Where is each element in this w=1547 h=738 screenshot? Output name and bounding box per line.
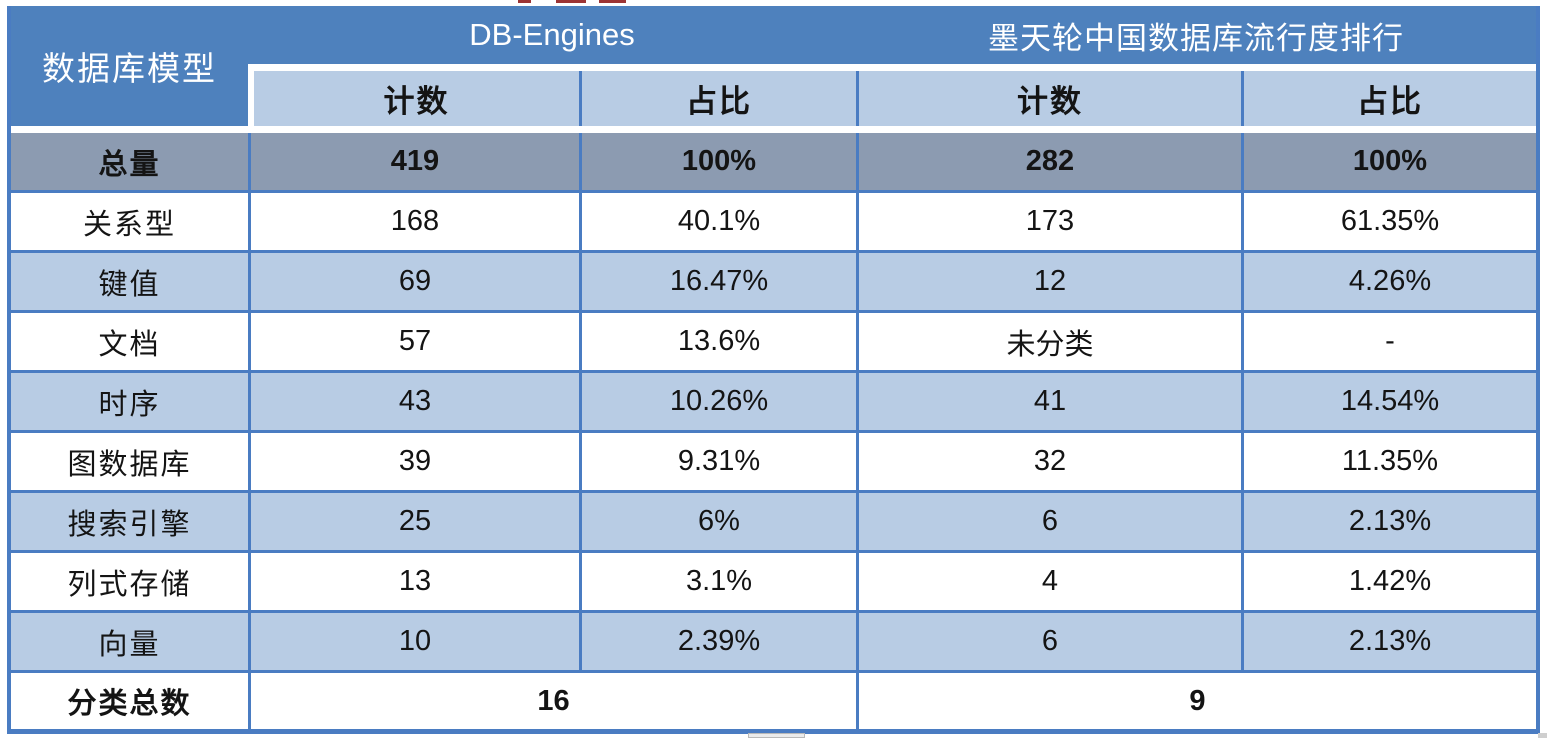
motianlun-share: - bbox=[1241, 313, 1536, 370]
motianlun-share: 11.35% bbox=[1241, 433, 1536, 490]
db-engines-count: 57 bbox=[248, 313, 579, 370]
group-header-db-engines-label: DB-Engines bbox=[469, 17, 635, 52]
motianlun-count: 6 bbox=[856, 493, 1241, 550]
motianlun-count: 32 bbox=[856, 433, 1241, 490]
db-engines-share: 6% bbox=[579, 493, 856, 550]
db-engines-share: 100% bbox=[579, 133, 856, 190]
table-row: 关系型 168 40.1% 173 61.35% bbox=[11, 193, 1536, 253]
header-separator bbox=[248, 64, 1536, 71]
db-engines-count: 43 bbox=[248, 373, 579, 430]
cropped-text-remnant bbox=[556, 0, 586, 3]
subheader-mt-count: 计数 bbox=[856, 71, 1241, 126]
motianlun-share: 4.26% bbox=[1241, 253, 1536, 310]
db-engines-count: 419 bbox=[248, 133, 579, 190]
motianlun-share: 61.35% bbox=[1241, 193, 1536, 250]
table-row: 文档 57 13.6% 未分类 - bbox=[11, 313, 1536, 373]
table-row: 图数据库 39 9.31% 32 11.35% bbox=[11, 433, 1536, 493]
db-engines-share: 2.39% bbox=[579, 613, 856, 670]
group-header-db-engines: DB-Engines bbox=[248, 6, 856, 64]
subheader-db-count: 计数 bbox=[254, 71, 579, 126]
row-label: 总量 bbox=[11, 133, 248, 190]
db-engines-share: 9.31% bbox=[579, 433, 856, 490]
db-engines-share: 13.6% bbox=[579, 313, 856, 370]
table-row-category-total: 分类总数 16 9 bbox=[11, 673, 1536, 729]
subheader-row: 计数 占比 计数 占比 bbox=[248, 71, 1536, 126]
db-engines-category-total: 16 bbox=[248, 673, 856, 729]
motianlun-share: 2.13% bbox=[1241, 613, 1536, 670]
cropped-cell-remnant bbox=[748, 733, 805, 738]
row-label: 关系型 bbox=[11, 193, 248, 250]
row-label: 搜索引擎 bbox=[11, 493, 248, 550]
group-header-motianlun: 墨天轮中国数据库流行度排行 bbox=[856, 6, 1536, 64]
db-engines-share: 40.1% bbox=[579, 193, 856, 250]
subheader-db-share: 占比 bbox=[579, 71, 856, 126]
row-label: 键值 bbox=[11, 253, 248, 310]
cropped-text-remnant bbox=[518, 0, 531, 3]
db-engines-share: 3.1% bbox=[579, 553, 856, 610]
table-row: 搜索引擎 25 6% 6 2.13% bbox=[11, 493, 1536, 553]
db-engines-share: 10.26% bbox=[579, 373, 856, 430]
subheader-mt-share: 占比 bbox=[1241, 71, 1536, 126]
table-row: 键值 69 16.47% 12 4.26% bbox=[11, 253, 1536, 313]
motianlun-count: 12 bbox=[856, 253, 1241, 310]
table-row: 向量 10 2.39% 6 2.13% bbox=[11, 613, 1536, 673]
motianlun-share: 100% bbox=[1241, 133, 1536, 190]
table-row: 列式存储 13 3.1% 4 1.42% bbox=[11, 553, 1536, 613]
row-label: 图数据库 bbox=[11, 433, 248, 490]
cropped-text-remnant bbox=[599, 0, 626, 3]
corner-header-label: 数据库模型 bbox=[42, 50, 217, 87]
db-engines-count: 39 bbox=[248, 433, 579, 490]
corner-header-cell: 数据库模型 bbox=[11, 6, 248, 126]
motianlun-count: 173 bbox=[856, 193, 1241, 250]
group-header-motianlun-label: 墨天轮中国数据库流行度排行 bbox=[988, 20, 1404, 56]
motianlun-share: 2.13% bbox=[1241, 493, 1536, 550]
motianlun-count: 6 bbox=[856, 613, 1241, 670]
row-label: 向量 bbox=[11, 613, 248, 670]
motianlun-count: 4 bbox=[856, 553, 1241, 610]
table-row-total: 总量 419 100% 282 100% bbox=[11, 133, 1536, 193]
table-row: 时序 43 10.26% 41 14.54% bbox=[11, 373, 1536, 433]
row-label: 文档 bbox=[11, 313, 248, 370]
row-label: 分类总数 bbox=[11, 673, 248, 729]
motianlun-count: 41 bbox=[856, 373, 1241, 430]
db-engines-count: 13 bbox=[248, 553, 579, 610]
motianlun-share: 1.42% bbox=[1241, 553, 1536, 610]
database-model-comparison-table: 数据库模型 DB-Engines 墨天轮中国数据库流行度排行 计数 占比 计数 … bbox=[7, 6, 1540, 734]
db-engines-count: 25 bbox=[248, 493, 579, 550]
db-engines-count: 69 bbox=[248, 253, 579, 310]
row-label: 列式存储 bbox=[11, 553, 248, 610]
group-header-row: DB-Engines 墨天轮中国数据库流行度排行 bbox=[248, 6, 1536, 64]
db-engines-count: 168 bbox=[248, 193, 579, 250]
db-engines-count: 10 bbox=[248, 613, 579, 670]
row-label: 时序 bbox=[11, 373, 248, 430]
motianlun-count: 282 bbox=[856, 133, 1241, 190]
header-body-separator bbox=[11, 126, 1536, 133]
motianlun-category-total: 9 bbox=[856, 673, 1536, 729]
motianlun-count: 未分类 bbox=[856, 313, 1241, 370]
motianlun-share: 14.54% bbox=[1241, 373, 1536, 430]
db-engines-share: 16.47% bbox=[579, 253, 856, 310]
cropped-cell-remnant bbox=[1538, 733, 1547, 738]
